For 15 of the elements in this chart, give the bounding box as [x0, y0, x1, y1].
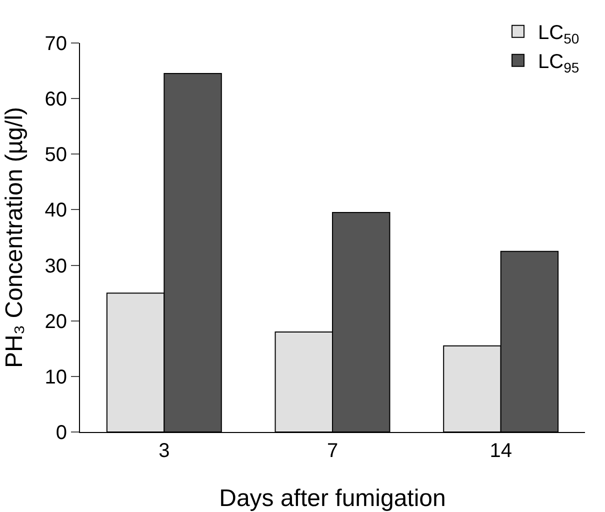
y-tick-label: 20 [44, 310, 67, 333]
x-axis-title: Days after fumigation [219, 485, 446, 512]
y-tick-label: 10 [44, 366, 67, 388]
x-tick-label: 14 [490, 440, 512, 462]
y-tick-label: 40 [44, 200, 67, 222]
x-tick-label: 7 [326, 440, 338, 462]
y-tick-label: 0 [56, 422, 67, 444]
y-tick-label: 60 [44, 88, 67, 111]
x-tick-label: 3 [158, 440, 170, 462]
y-axis-title: PH₃ Concentration (µg/l) [1, 106, 28, 368]
y-tick-label: 30 [44, 255, 67, 278]
y-tick-label: 50 [44, 144, 67, 166]
legend-label: LC$_{95}$ [538, 51, 580, 76]
legend-label: LC$_{50}$ [538, 22, 580, 46]
y-tick-label: 70 [44, 33, 67, 55]
